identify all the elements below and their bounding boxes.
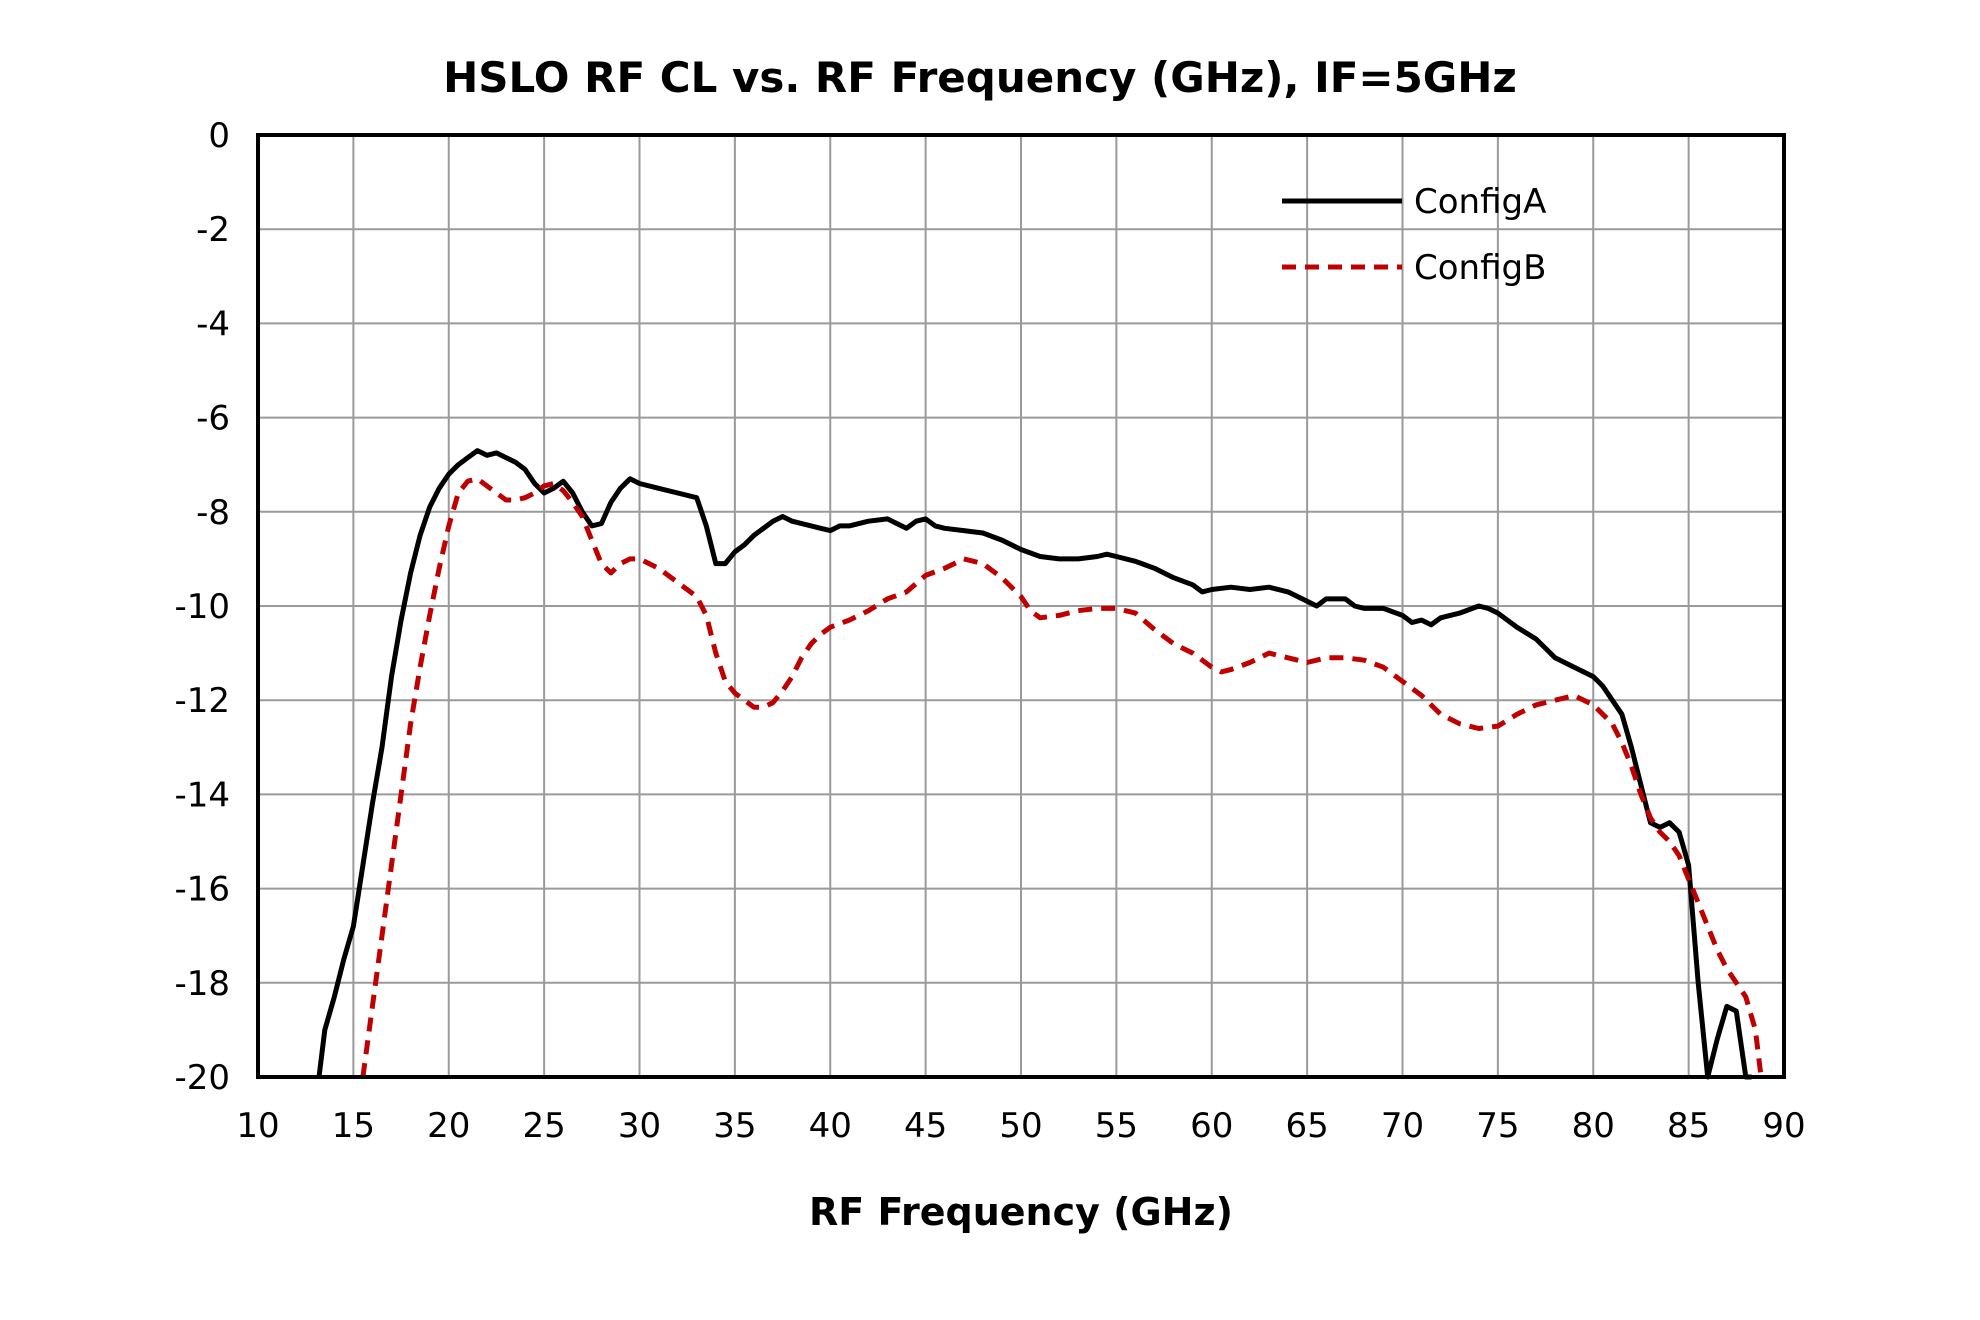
x-tick-labels: 10 15 20 25 30 35 40 45 50 55 60 65 70 75 80 85 90: [236, 1106, 1805, 1146]
x-tick-label: 15: [332, 1106, 375, 1146]
x-tick-label: 55: [1095, 1106, 1138, 1146]
x-tick-label: 40: [809, 1106, 852, 1146]
grid-lines: [257, 134, 1785, 1078]
legend: ConfigA ConfigB: [1282, 182, 1546, 288]
y-tick-labels: 0 -2 -4 -6 -8 -10 -12 -14 -16 -18 -20: [174, 116, 230, 1098]
y-tick-label: -14: [174, 775, 230, 815]
y-tick-label: -6: [196, 399, 230, 439]
y-tick-label: -20: [174, 1058, 230, 1098]
y-tick-label: -18: [174, 964, 230, 1004]
x-tick-label: 50: [999, 1106, 1042, 1146]
y-tick-label: -4: [196, 304, 230, 344]
x-tick-label: 80: [1572, 1106, 1615, 1146]
x-tick-label: 70: [1381, 1106, 1424, 1146]
y-tick-label: -10: [174, 587, 230, 627]
x-tick-label: 85: [1667, 1106, 1710, 1146]
x-tick-label: 75: [1476, 1106, 1519, 1146]
x-tick-label: 10: [236, 1106, 279, 1146]
x-axis-label: RF Frequency (GHz): [809, 1190, 1233, 1234]
x-tick-label: 30: [618, 1106, 661, 1146]
x-tick-label: 20: [427, 1106, 470, 1146]
y-tick-label: -16: [174, 870, 230, 910]
x-tick-label: 35: [713, 1106, 756, 1146]
x-tick-label: 45: [904, 1106, 947, 1146]
y-tick-label: -12: [174, 681, 230, 721]
chart-title: HSLO RF CL vs. RF Frequency (GHz), IF=5G…: [443, 53, 1517, 102]
y-tick-label: -8: [196, 493, 230, 533]
legend-label: ConfigB: [1414, 248, 1546, 288]
series-layer: [316, 448, 1764, 1080]
series-line-ConfigA: [316, 448, 1752, 1080]
y-tick-label: -2: [196, 210, 230, 250]
y-tick-label: 0: [208, 116, 230, 156]
x-tick-label: 25: [522, 1106, 565, 1146]
legend-label: ConfigA: [1414, 182, 1546, 222]
series-line-ConfigB: [360, 476, 1764, 1078]
x-tick-label: 60: [1190, 1106, 1233, 1146]
x-tick-label: 65: [1285, 1106, 1328, 1146]
x-tick-label: 90: [1762, 1106, 1805, 1146]
plot-frame: [256, 133, 1786, 1079]
